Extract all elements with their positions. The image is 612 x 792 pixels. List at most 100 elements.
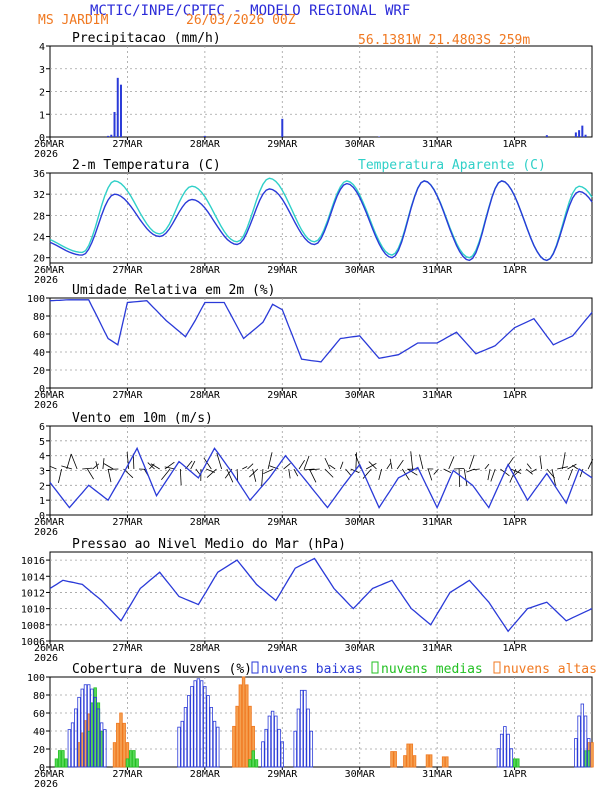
y-tick-label: 1012 bbox=[21, 588, 45, 599]
panel-frame bbox=[49, 551, 593, 642]
wind-barb bbox=[407, 468, 418, 476]
panel-frame bbox=[49, 297, 593, 389]
wind-barb bbox=[82, 467, 93, 470]
rh-line bbox=[49, 299, 593, 363]
x-tick-label: 30MAR bbox=[345, 769, 376, 780]
cloud-bar bbox=[183, 707, 188, 768]
wind-barb bbox=[179, 468, 182, 486]
wind-barb bbox=[247, 463, 254, 470]
wind-barb bbox=[66, 453, 72, 470]
precip-bar bbox=[581, 125, 584, 137]
y-tick-label: 1008 bbox=[21, 621, 45, 632]
cloud-bar bbox=[293, 730, 297, 768]
wind-barb bbox=[203, 457, 212, 470]
wind-barb bbox=[288, 468, 291, 479]
cloud-bar bbox=[190, 686, 194, 768]
cloud-bar bbox=[248, 759, 252, 768]
cloud-bar bbox=[132, 750, 136, 768]
wind-barb bbox=[242, 466, 248, 470]
panel-title: Vento em 10m (m/s) bbox=[72, 411, 213, 426]
y-tick-label: 40 bbox=[33, 727, 45, 738]
y-tick-label: 1014 bbox=[21, 572, 45, 583]
y-tick-label: 1016 bbox=[21, 556, 45, 567]
wind-barb bbox=[216, 452, 223, 470]
x-year-label: 2026 bbox=[34, 527, 58, 538]
x-tick-label: 28MAR bbox=[190, 517, 221, 528]
y-tick-label: 4 bbox=[39, 42, 45, 53]
wind-line bbox=[49, 446, 593, 510]
precip-bar bbox=[574, 132, 577, 137]
location-label: MS JARDIM bbox=[38, 13, 109, 28]
wind-barb bbox=[539, 455, 543, 470]
wind-barb bbox=[61, 465, 73, 470]
y-tick-label: 36 bbox=[33, 169, 45, 180]
wind-barb bbox=[448, 456, 455, 470]
cloud-bar bbox=[206, 695, 210, 768]
cloud-bar bbox=[512, 758, 517, 768]
x-tick-label: 28MAR bbox=[190, 265, 221, 276]
y-tick-label: 28 bbox=[33, 211, 45, 222]
panel-frame bbox=[49, 172, 593, 264]
x-tick-label: 31MAR bbox=[422, 390, 453, 401]
wind-barb bbox=[484, 463, 490, 470]
cloud-bar bbox=[296, 708, 301, 768]
y-tick-label: 1006 bbox=[21, 637, 45, 648]
wind-barb bbox=[49, 465, 57, 470]
cloud-bar bbox=[96, 708, 101, 768]
precip-bar bbox=[119, 84, 122, 137]
wind-barb bbox=[368, 461, 377, 470]
cloud-bar bbox=[116, 722, 120, 768]
cloud-bar bbox=[212, 720, 217, 768]
cloud-bar bbox=[67, 729, 72, 768]
cloud-bar bbox=[103, 729, 107, 768]
cloud-bar bbox=[70, 722, 75, 768]
wind-barb bbox=[107, 468, 112, 483]
panel-title: 2-m Temperatura (C) bbox=[72, 158, 221, 173]
wind-barb bbox=[150, 463, 160, 470]
wind-barb bbox=[226, 468, 234, 483]
wind-barb bbox=[530, 468, 537, 473]
wind-barb bbox=[510, 468, 522, 474]
y-tick-label: 0 bbox=[39, 511, 45, 522]
cloud-bar bbox=[199, 680, 204, 768]
cloud-bar bbox=[499, 733, 504, 768]
cloud-bar bbox=[406, 743, 410, 768]
x-tick-label: 1APR bbox=[503, 643, 528, 654]
cloud-bar bbox=[93, 696, 97, 768]
legend-label: nuvens baixas bbox=[261, 662, 363, 677]
cloud-bar bbox=[309, 730, 314, 768]
y-tick-label: 5 bbox=[39, 437, 45, 448]
y-tick-label: 4 bbox=[39, 452, 45, 463]
cloud-bar bbox=[303, 689, 307, 768]
x-tick-label: 28MAR bbox=[190, 769, 221, 780]
chart-title: MCTIC/INPE/CPTEC - MODELO REGIONAL WRF bbox=[90, 3, 410, 19]
run-label: 26/03/2026 00Z bbox=[186, 13, 296, 28]
wind-barb bbox=[309, 468, 317, 483]
x-tick-label: 27MAR bbox=[112, 390, 143, 401]
wind-barb bbox=[58, 468, 63, 483]
wind-barb bbox=[206, 468, 217, 478]
panel-temp: 20 24 28 32 36 26MAR 27MAR 28MAR 29MAR 30MAR 31MAR… bbox=[33, 158, 593, 286]
cloud-bar bbox=[216, 726, 220, 768]
wind-barb bbox=[190, 460, 196, 470]
x-tick-label: 29MAR bbox=[267, 769, 298, 780]
cloud-bar bbox=[280, 741, 284, 768]
cloud-bar bbox=[264, 728, 268, 768]
wind-barb bbox=[458, 469, 461, 487]
x-tick-label: 29MAR bbox=[267, 139, 298, 150]
precip-bar bbox=[584, 134, 587, 137]
x-tick-label: 27MAR bbox=[112, 517, 143, 528]
x-tick-label: 29MAR bbox=[267, 390, 298, 401]
x-year-label: 2026 bbox=[34, 779, 58, 790]
cloud-bar bbox=[251, 750, 255, 768]
cloud-bar bbox=[509, 748, 514, 768]
wind-barb bbox=[126, 452, 130, 470]
x-tick-label: 27MAR bbox=[112, 769, 143, 780]
wind-barb bbox=[378, 468, 383, 480]
panel-precip: 0 1 2 3 4 26MAR 27MAR 28MAR 29MAR 30MAR 31MAR 1APR 2… bbox=[34, 31, 593, 160]
legend-swatch bbox=[251, 661, 259, 674]
legend-label: Temperatura Aparente (C) bbox=[358, 158, 546, 173]
x-tick-label: 30MAR bbox=[345, 390, 376, 401]
cloud-bar bbox=[241, 676, 246, 768]
